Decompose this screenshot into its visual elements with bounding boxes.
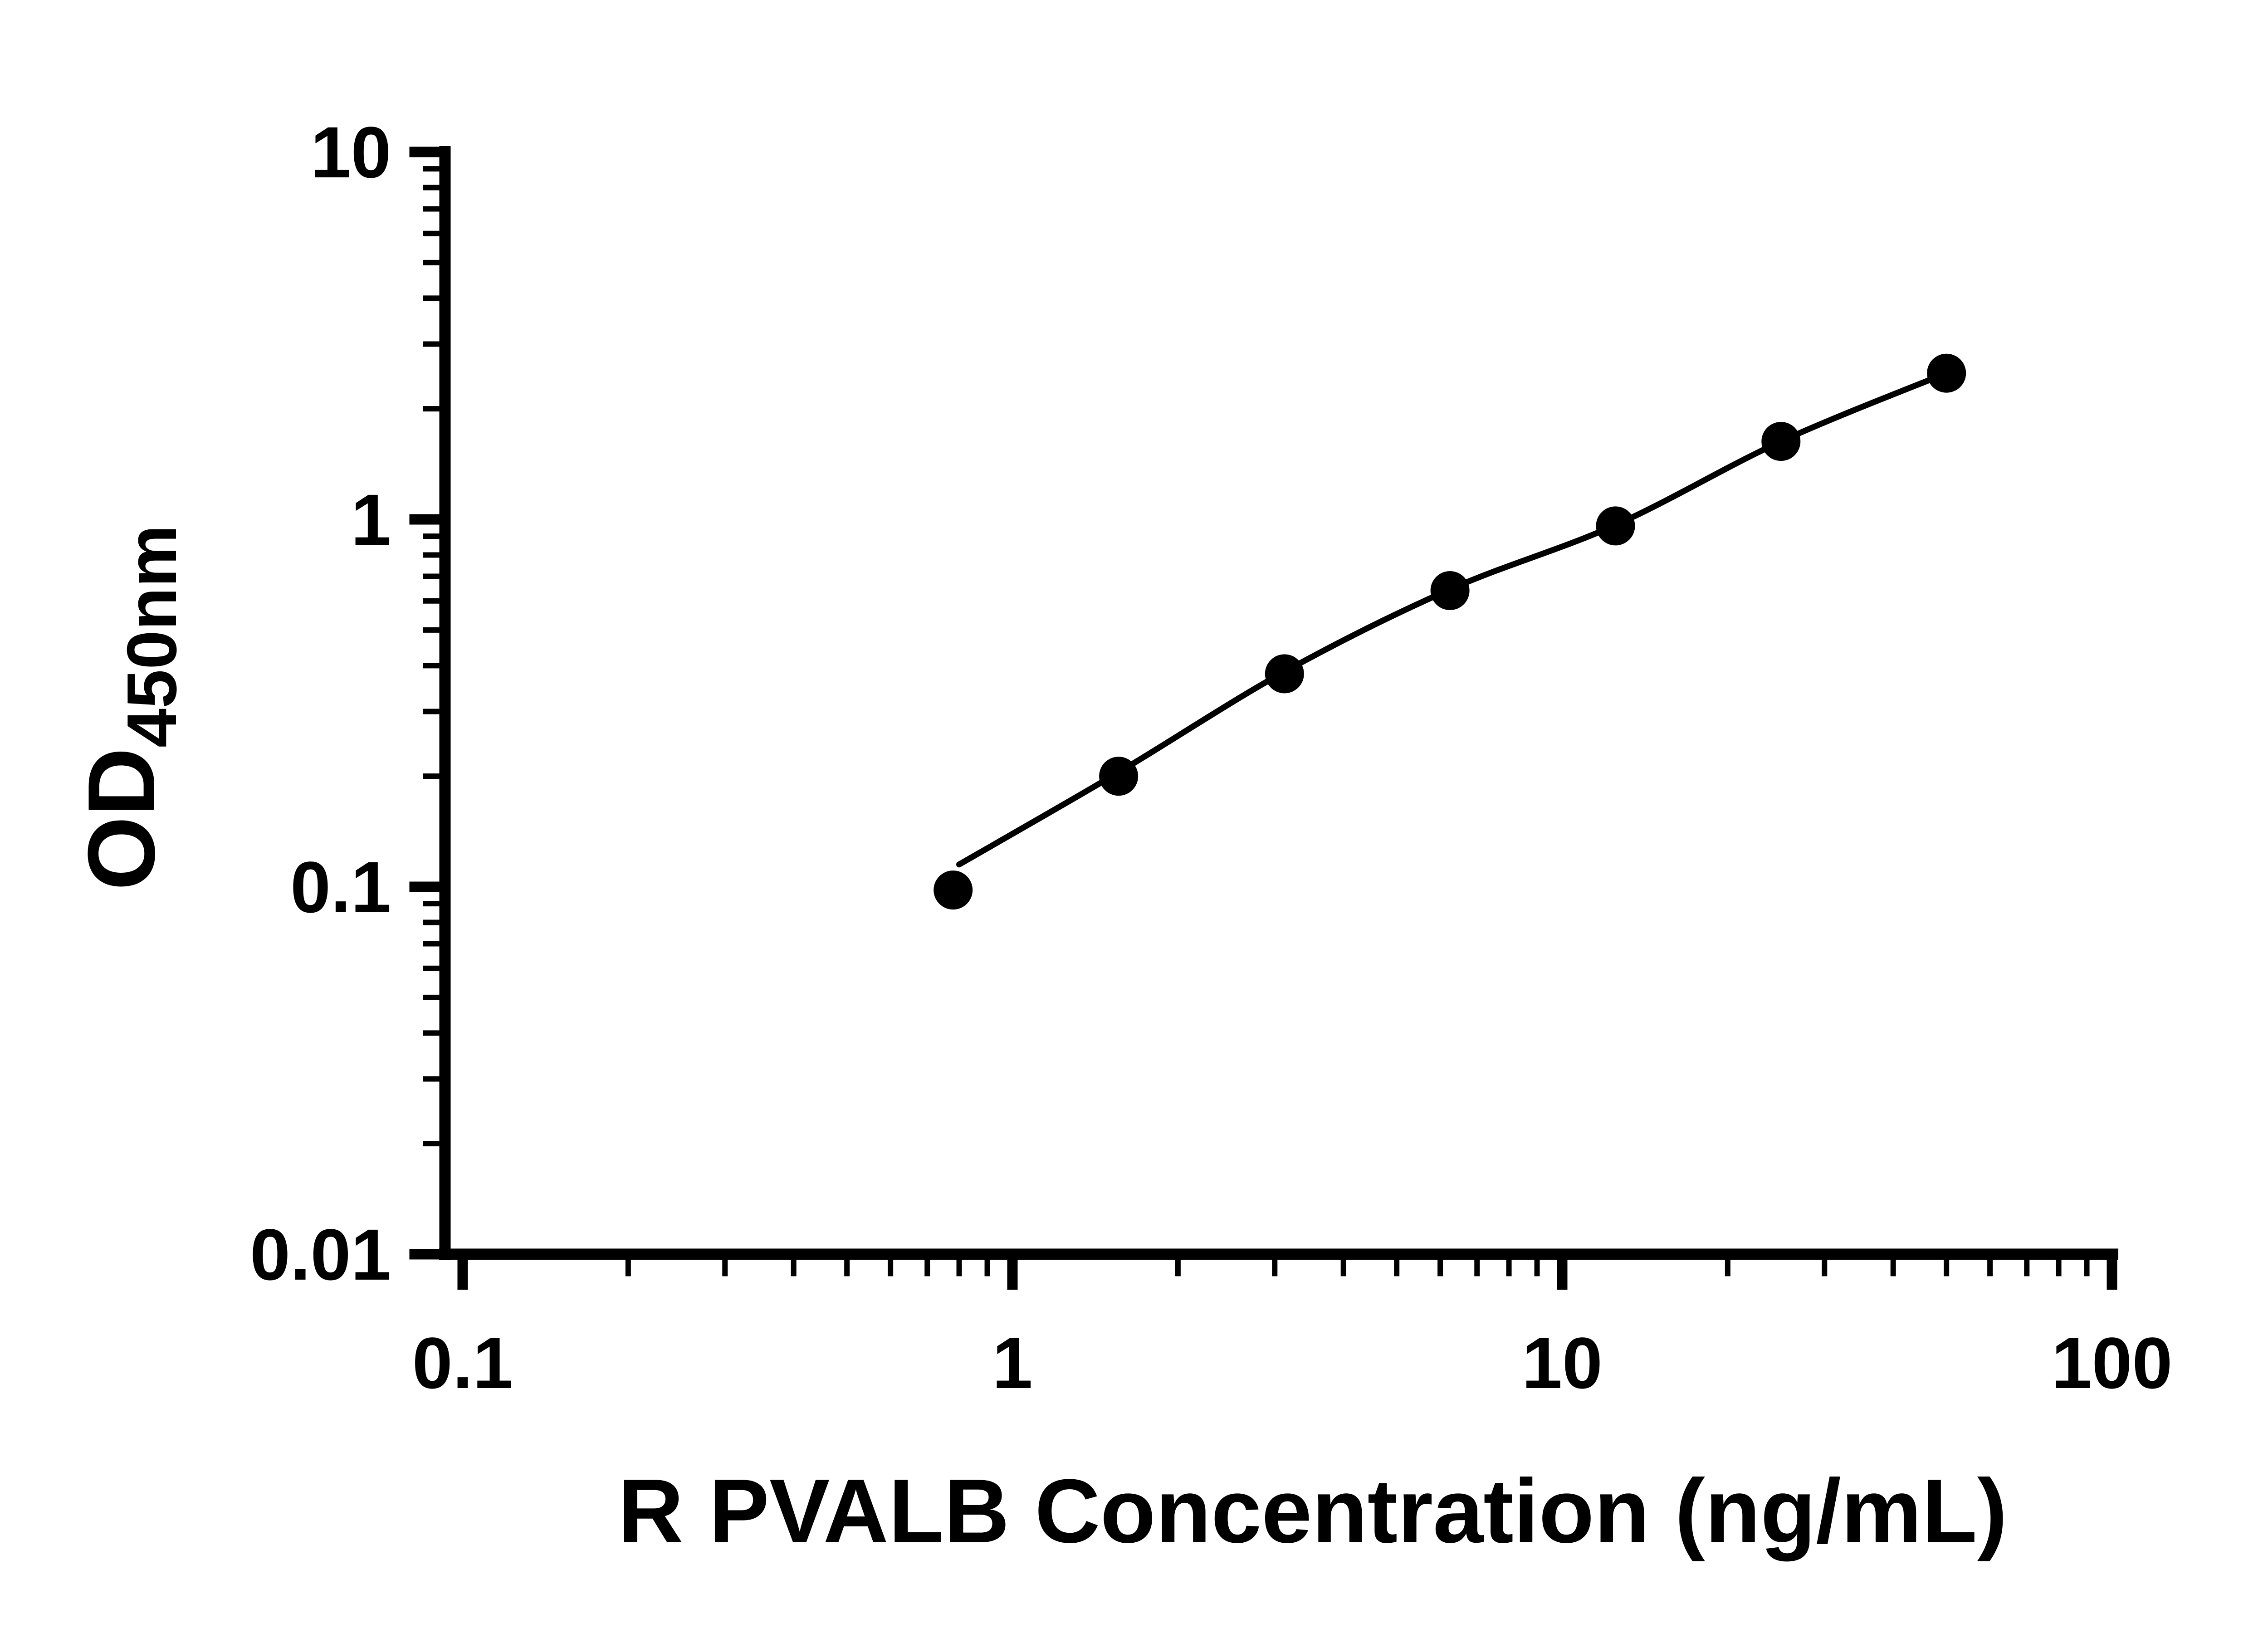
x-tick-label: 10 [1522, 1322, 1603, 1403]
y-tick-label: 0.01 [250, 1214, 391, 1295]
plot-series [934, 353, 1966, 910]
data-point [1761, 422, 1801, 461]
data-point [1596, 506, 1635, 546]
y-axis-title: OD450nm [68, 525, 191, 890]
x-tick-label: 1 [992, 1322, 1033, 1403]
x-tick-label: 100 [2052, 1322, 2173, 1403]
data-point [1265, 654, 1304, 694]
data-point [1099, 757, 1139, 796]
y-tick-label: 10 [311, 112, 391, 193]
data-point [934, 870, 973, 910]
y-tick-label: 1 [351, 479, 391, 560]
y-axis-title-base: OD [68, 748, 175, 890]
y-tick-label: 0.1 [290, 846, 391, 928]
y-axis-title-subscript: 450nm [112, 525, 191, 748]
x-tick-label: 0.1 [412, 1322, 513, 1403]
x-axis-title: R PVALB Concentration (ng/mL) [618, 1461, 2008, 1562]
data-point [1430, 571, 1470, 610]
axes: 0.1 1 10 100 0.01 0.1 1 10 [250, 112, 2172, 1403]
data-point [1927, 353, 1966, 393]
